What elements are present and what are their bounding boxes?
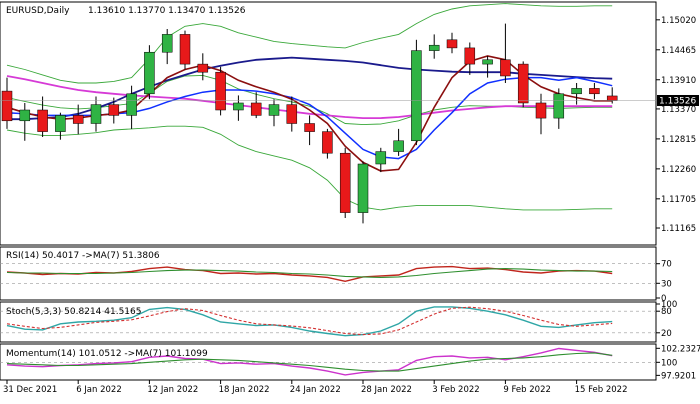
candle-body-34	[606, 95, 618, 101]
momentum-tick-label-0: 102.2327	[661, 344, 700, 354]
price-tick-label-7: 1.11165	[661, 224, 696, 234]
pink-ma-line	[6, 75, 613, 119]
price-axis: 1.15020 1.14465 1.13910 1.13370 1.12815 1.122…	[656, 16, 696, 234]
stoch-tick-label-0: 100	[661, 300, 677, 310]
candle-body-12	[215, 71, 226, 111]
candle-body-11	[197, 63, 209, 73]
candle-body-18	[322, 131, 333, 154]
candle-body-17	[304, 123, 315, 132]
time-tick-label-1: 6 Jan 2022	[76, 385, 122, 395]
candle-body-26	[464, 47, 476, 65]
stoch-line-1	[6, 306, 613, 336]
candle-body-5	[90, 104, 102, 124]
candle-body-0	[1, 90, 13, 122]
candle-body-28	[500, 59, 511, 77]
bollinger-lower-line	[6, 125, 613, 211]
candle-body-27	[482, 59, 493, 65]
stoch-series	[6, 306, 613, 337]
current-price-label: 1.13526	[659, 96, 696, 106]
price-tick-label-1: 1.14465	[661, 46, 696, 56]
candle-body-30	[535, 102, 547, 119]
stoch-title: Stoch(5,3,3) 50.8214 41.5165	[6, 307, 141, 317]
price-tick-label-4: 1.12815	[661, 135, 696, 145]
ohlc-header: 1.13610 1.13770 1.13470 1.13526	[88, 6, 246, 16]
candle-body-23	[411, 50, 422, 142]
price-tick-label-6: 1.11705	[661, 195, 696, 205]
momentum-axis: 102.2327 100 97.9201	[656, 344, 700, 381]
candle-body-32	[571, 88, 582, 95]
time-tick-label-0: 31 Dec 2021	[3, 385, 57, 395]
candle-body-29	[517, 63, 529, 104]
candle-body-24	[428, 44, 440, 51]
time-axis: 31 Dec 2021 6 Jan 2022 12 Jan 2022 18 Jan 2…	[3, 380, 628, 395]
rsi-axis: 70 30 0	[656, 260, 672, 304]
rsi-levels	[0, 263, 656, 284]
candle-body-21	[375, 151, 387, 165]
price-tick-label-0: 1.15020	[661, 16, 696, 26]
candle-body-7	[126, 93, 137, 116]
candlesticks	[1, 23, 618, 224]
rsi-title: RSI(14) 50.4017 ->MA(7) 51.3806	[6, 251, 160, 261]
price-tick-label-5: 1.12260	[661, 165, 696, 175]
time-tick-label-8: 15 Feb 2022	[575, 385, 628, 395]
fast-ma-line	[6, 55, 613, 172]
stoch-levels	[0, 310, 656, 334]
candle-body-31	[553, 93, 565, 119]
candle-body-3	[55, 115, 66, 132]
price-panel: 1.15020 1.14465 1.13910 1.13370 1.12815 1.122…	[0, 1, 699, 246]
price-tick-label-3: 1.13370	[661, 105, 696, 115]
candle-body-1	[19, 109, 31, 122]
candle-body-13	[233, 102, 244, 111]
stoch-tick-label-1: 80	[661, 307, 672, 317]
stoch-tick-label-2: 20	[661, 329, 672, 339]
rsi-line-1	[6, 268, 613, 278]
rsi-panel: 70 30 0 RSI(14) 50.4017 ->MA(7) 51.3806	[0, 246, 672, 304]
momentum-tick-label-1: 100	[661, 358, 677, 368]
candle-body-6	[108, 104, 120, 116]
price-tick-label-2: 1.13910	[661, 76, 696, 86]
candle-body-8	[144, 51, 155, 95]
time-tick-label-3: 18 Jan 2022	[219, 385, 270, 395]
time-tick-label-2: 12 Jan 2022	[147, 385, 198, 395]
current-price-tag	[657, 94, 699, 106]
momentum-title: Momentum(14) 101.0512 ->MA(7) 101.1099	[6, 349, 208, 359]
rsi-tick-label-0: 70	[661, 260, 672, 270]
candle-body-14	[250, 102, 262, 116]
momentum-line-1	[6, 352, 613, 372]
candle-body-25	[446, 39, 458, 49]
candle-body-20	[357, 163, 369, 213]
time-tick-label-6: 3 Feb 2022	[432, 385, 480, 395]
time-tick-label-5: 28 Jan 2022	[361, 385, 412, 395]
stoch-line-0	[6, 306, 613, 337]
slow-ma-line	[7, 56, 613, 121]
candle-body-4	[72, 115, 84, 124]
time-tick-label-4: 24 Jan 2022	[290, 385, 341, 395]
candle-body-19	[339, 152, 351, 213]
rsi-tick-label-2: 0	[661, 294, 666, 304]
candle-body-22	[393, 140, 404, 152]
time-tick-label-7: 9 Feb 2022	[503, 385, 551, 395]
bollinger-upper-line	[6, 3, 613, 84]
candle-body-16	[286, 104, 298, 124]
momentum-panel: 102.2327 100 97.9201 Momentum(14) 101.0512…	[0, 343, 700, 381]
candle-body-33	[589, 88, 600, 95]
rsi-tick-label-1: 30	[661, 279, 672, 289]
candle-body-10	[179, 34, 191, 65]
rsi-series	[6, 265, 613, 283]
price-series	[6, 3, 613, 211]
price-panel-title: EURUSD,Daily	[6, 6, 70, 16]
candle-body-9	[161, 34, 173, 53]
candle-body-2	[37, 109, 48, 132]
candle-body-15	[268, 104, 280, 116]
momentum-tick-label-2: 97.9201	[661, 371, 696, 381]
momentum-series	[6, 347, 613, 376]
